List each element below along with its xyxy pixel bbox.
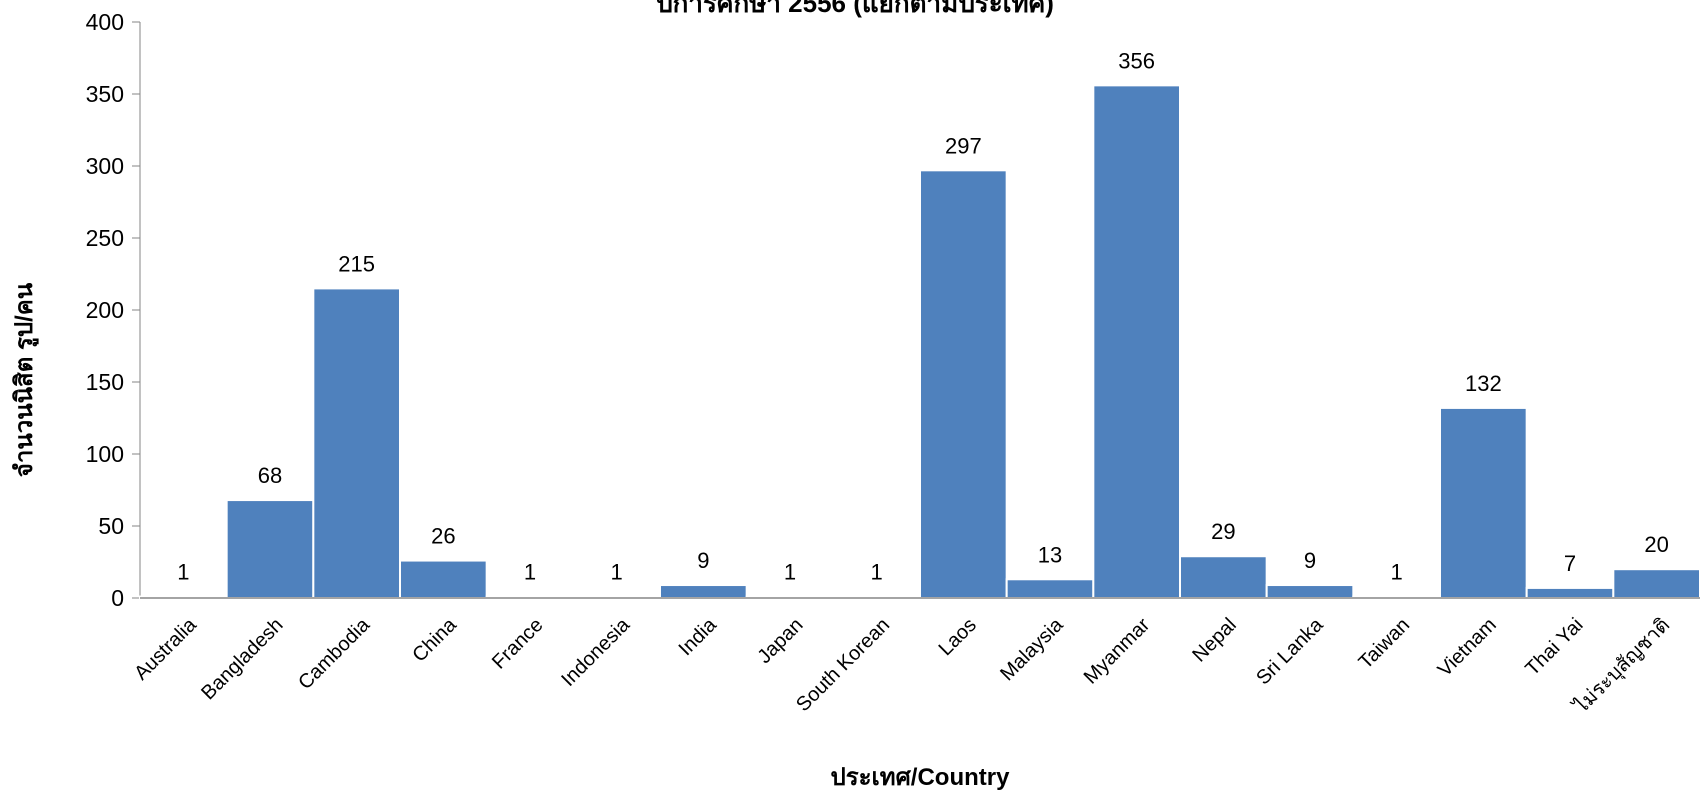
bar-value-label: 1	[784, 560, 796, 585]
y-tick-label: 50	[98, 513, 124, 539]
y-tick-label: 150	[86, 369, 124, 395]
bar-value-label: 29	[1211, 519, 1235, 544]
bar-value-label: 26	[431, 524, 455, 549]
bar-value-label: 1	[611, 560, 623, 585]
bar	[312, 287, 402, 599]
bar-value-label: 132	[1465, 371, 1502, 396]
y-tick-label: 200	[86, 297, 124, 323]
x-tick-label: Nepal	[1188, 614, 1241, 667]
x-tick-label: Thai Yai	[1521, 614, 1587, 680]
x-tick-label: Laos	[935, 614, 981, 660]
bar	[919, 169, 1008, 599]
bar	[1005, 578, 1095, 600]
x-axis-title: ประเทศ/Country	[831, 764, 1011, 791]
bar-value-label: 13	[1038, 542, 1062, 567]
y-tick-label: 250	[86, 225, 124, 251]
bar-value-label: 68	[258, 463, 282, 488]
bar	[1612, 568, 1702, 600]
bar-value-label: 215	[338, 251, 375, 276]
bar-value-label: 1	[1391, 560, 1403, 585]
bar-value-label: 297	[945, 133, 982, 158]
bar	[1439, 406, 1528, 600]
y-tick-label: 350	[86, 81, 124, 107]
bar-value-label: 20	[1644, 532, 1668, 557]
x-tick-label: Cambodia	[294, 613, 375, 694]
bar	[1092, 84, 1182, 600]
x-tick-label: Malaysia	[996, 613, 1068, 685]
bar	[659, 584, 748, 599]
bar-value-label: 1	[524, 560, 536, 585]
x-tick-label: Sri Lanka	[1252, 613, 1328, 689]
x-tick-label: Bangladesh	[197, 614, 287, 704]
bar	[1179, 555, 1268, 599]
x-tick-label: Japan	[753, 614, 807, 668]
x-tick-label: Australia	[130, 613, 201, 684]
y-tick-label: 300	[86, 153, 124, 179]
bar-value-label: 7	[1564, 551, 1576, 576]
x-tick-label: Vietnam	[1434, 614, 1501, 681]
x-tick-label: India	[675, 613, 722, 660]
bar-value-label: 356	[1118, 48, 1155, 73]
chart-title: ปีการศึกษา 2556 (แยกตามประเทศ)	[655, 0, 1054, 18]
bar-value-label: 1	[871, 560, 883, 585]
x-tick-label: Indonesia	[557, 613, 635, 691]
y-tick-label: 400	[86, 9, 124, 35]
bar	[225, 499, 315, 599]
bar-value-label: 9	[1304, 548, 1316, 573]
bar-value-label: 9	[697, 548, 709, 573]
y-tick-label: 100	[86, 441, 124, 467]
x-tick-label: Myanmar	[1080, 614, 1155, 689]
bar	[399, 559, 488, 599]
x-tick-label: France	[488, 614, 548, 674]
bar	[1265, 584, 1355, 599]
bar-value-label: 1	[177, 560, 189, 585]
x-tick-label: South Korean	[792, 614, 894, 716]
plot-area: 0 50 100 150 200 250 300 350 400 1 Australia 68 Bang…	[86, 9, 1702, 720]
y-axis-title: จำนวนนิสิต รูป/คน	[11, 282, 39, 477]
y-tick-label: 0	[111, 585, 124, 611]
bar	[1525, 586, 1615, 599]
x-tick-label: China	[408, 613, 461, 666]
x-tick-label: Taiwan	[1355, 614, 1415, 674]
